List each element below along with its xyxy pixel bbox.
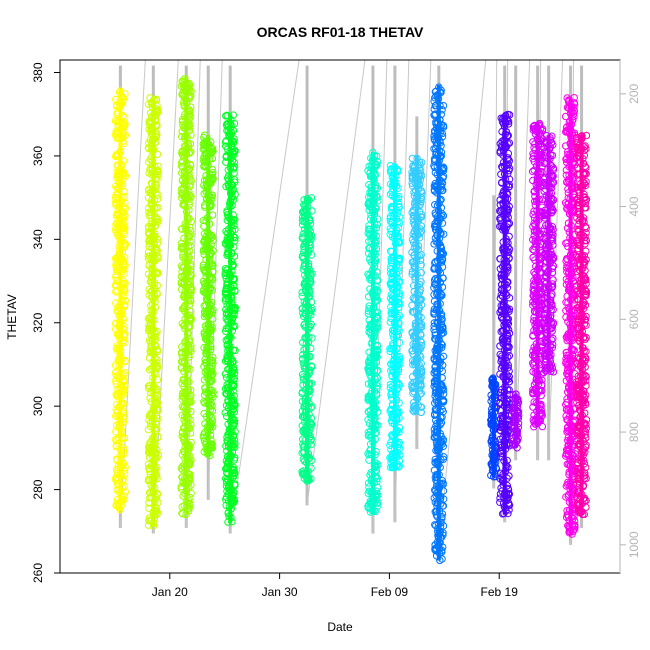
flight-series-RF07 (364, 148, 382, 516)
flight-series-RF04 (199, 131, 217, 460)
flight-series-RF06 (298, 194, 316, 485)
data-point (408, 301, 416, 310)
flight-series-RF16 (561, 94, 580, 538)
flight-series-RF11 (487, 374, 501, 481)
track-connector (438, 59, 487, 551)
track-connector (306, 59, 366, 506)
flight-series-RF10 (430, 83, 448, 565)
data-point (395, 339, 404, 347)
data-point (208, 211, 217, 219)
flight-series-RF15 (539, 132, 558, 377)
chart-title: ORCAS RF01-18 THETAV (257, 24, 424, 40)
track-connector (515, 59, 531, 461)
data-point (395, 326, 403, 335)
flight-series-RF13 (509, 390, 523, 452)
flight-series-RF01 (111, 87, 130, 514)
flight-series-RF08 (386, 161, 404, 472)
flight-series-RF03 (177, 74, 195, 519)
track-connector (229, 59, 300, 534)
flight-series-RF02 (144, 94, 162, 530)
flight-series-RF12 (496, 110, 514, 518)
flight-series-RF14 (528, 119, 547, 431)
flight-series-RF05 (221, 111, 239, 526)
flight-series-RF09 (408, 154, 426, 417)
data-points (111, 74, 591, 565)
